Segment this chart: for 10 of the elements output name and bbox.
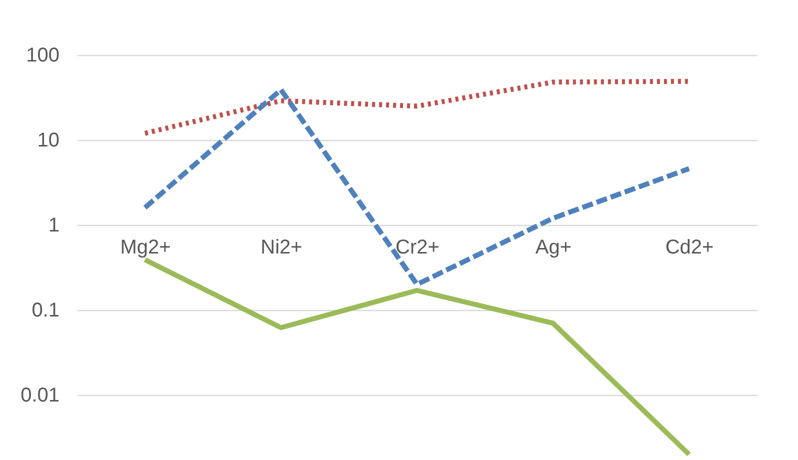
x-tick-label: Ni2+	[260, 236, 302, 258]
y-tick-label: 10	[37, 129, 60, 152]
x-tick-label: Ag+	[535, 236, 572, 258]
x-tick-label: Mg2+	[120, 236, 171, 258]
y-tick-label: 1	[48, 214, 60, 236]
y-tick-label: 0.01	[20, 384, 60, 406]
x-tick-label: Cd2+	[665, 236, 714, 258]
y-tick-label: 100	[26, 44, 60, 66]
x-tick-label: Cr2+	[396, 236, 440, 258]
y-tick-label: 0.1	[32, 299, 60, 322]
